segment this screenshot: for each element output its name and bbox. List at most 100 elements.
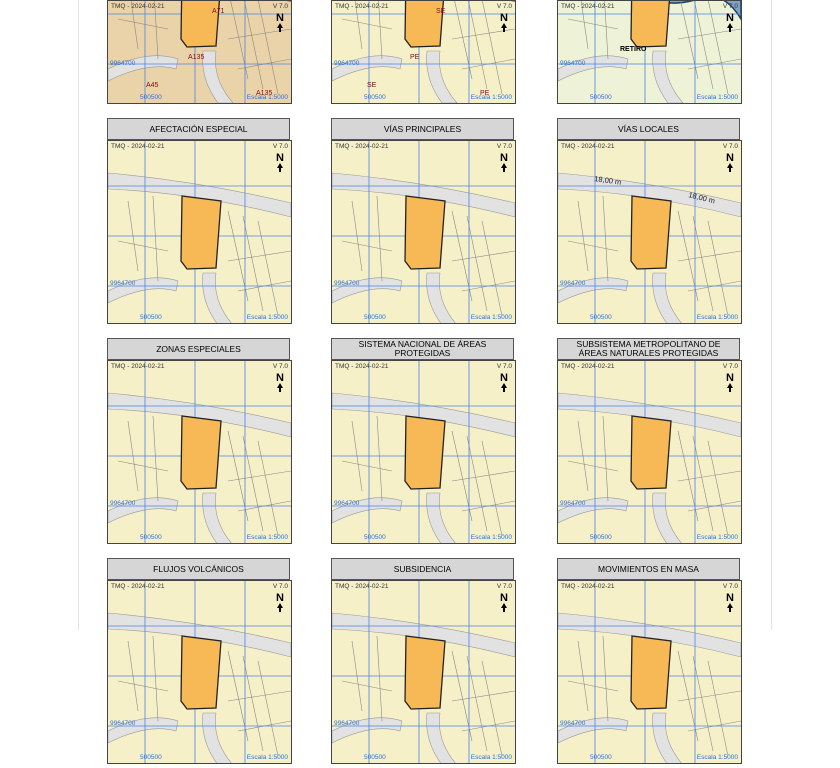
lot-line — [567, 240, 619, 252]
lot-line — [567, 18, 619, 30]
lot-line — [707, 0, 729, 95]
map-frame: 18,00 m 18,00 m TMQ - 2024-02-21 V 7.0 N 9964… — [557, 140, 742, 326]
map-date: TMQ - 2024-02-21 — [335, 143, 389, 150]
lot-line — [481, 0, 503, 95]
scale: Escala 1:5000 — [247, 94, 289, 101]
lot-line — [341, 240, 393, 252]
map: A71 A135 A45 A135 TMQ - 2024-02-21 V 7.0 N 9964… — [107, 0, 292, 104]
easting: 500500 — [364, 754, 386, 761]
lot-line — [376, 415, 383, 502]
parcel — [630, 195, 672, 270]
map-label: RETIRO — [620, 46, 647, 53]
parcel — [404, 635, 446, 710]
scale: Escala 1:5000 — [471, 94, 513, 101]
lot-line — [602, 195, 609, 282]
map-version: V 7.0 — [497, 3, 513, 10]
map-content — [107, 141, 292, 326]
scale: Escala 1:5000 — [697, 94, 739, 101]
northing: 9964700 — [334, 500, 360, 507]
parcel — [180, 195, 222, 270]
map: TMQ - 2024-02-21 V 7.0 N 9964700 500500 Escal… — [331, 141, 516, 326]
map-frame: TMQ - 2024-02-21 V 7.0 N 9964700 500500 Escal… — [557, 360, 742, 546]
lot-line — [602, 415, 609, 502]
panel-title: VÍAS LOCALES — [557, 118, 740, 140]
map-frame: TMQ - 2024-02-21 V 7.0 N 9964700 500500 Escal… — [331, 360, 516, 546]
north-arrow — [501, 383, 507, 392]
lot-line — [257, 0, 279, 95]
map: TMQ - 2024-02-21 V 7.0 N 9964700 500500 Escal… — [557, 581, 742, 766]
panel-title: ZONAS ESPECIALES — [107, 338, 290, 360]
lot-line — [227, 470, 292, 482]
map-content — [331, 361, 516, 546]
map-label: SE — [436, 8, 446, 15]
map-version: V 7.0 — [723, 143, 739, 150]
lot-line — [154, 0, 159, 60]
road — [107, 497, 179, 524]
panel-title: AFECTACIÓN ESPECIAL — [107, 118, 290, 140]
north-arrow — [727, 603, 733, 612]
map-label: A71 — [212, 8, 225, 15]
map: SE PE SE PE TMQ - 2024-02-21 V 7.0 N 9964700 500… — [331, 0, 516, 104]
map-content — [331, 141, 516, 326]
parcel — [630, 635, 672, 710]
lot-line — [117, 240, 169, 252]
scale: Escala 1:5000 — [247, 534, 289, 541]
map-frame: TMQ - 2024-02-21 V 7.0 N 9964700 500500 Escal… — [107, 360, 292, 546]
map-frame: RETIRO TMQ - 2024-02-21 V 7.0 N 9964700 50050… — [557, 0, 742, 104]
panel-title: SUBSIDENCIA — [331, 558, 514, 580]
north-arrow — [727, 383, 733, 392]
north-arrow — [727, 23, 733, 32]
road — [557, 497, 629, 524]
easting: 500500 — [140, 314, 162, 321]
north-arrow — [277, 603, 283, 612]
lot-line — [117, 18, 169, 30]
map: TMQ - 2024-02-21 V 7.0 N 9964700 500500 Escal… — [107, 581, 292, 766]
map-label: A135 — [256, 90, 272, 97]
northing: 9964700 — [334, 720, 360, 727]
easting: 500500 — [140, 94, 162, 101]
map-date: TMQ - 2024-02-21 — [111, 583, 165, 590]
map-label: A45 — [146, 82, 159, 89]
map: RETIRO TMQ - 2024-02-21 V 7.0 N 9964700 50050… — [557, 0, 742, 104]
map-frame: TMQ - 2024-02-21 V 7.0 N 9964700 500500 Escal… — [107, 580, 292, 766]
map-date: TMQ - 2024-02-21 — [561, 583, 615, 590]
lot-line — [117, 460, 169, 472]
lot-line — [466, 215, 488, 312]
easting: 500500 — [590, 94, 612, 101]
page: (() => { const data = JSON.parse(documen… — [78, 0, 772, 766]
map-frame: TMQ - 2024-02-21 V 7.0 N 9964700 500500 Escal… — [331, 140, 516, 326]
map-content: RETIRO — [557, 0, 742, 104]
panel-title: VÍAS PRINCIPALES — [331, 118, 514, 140]
map-version: V 7.0 — [273, 363, 289, 370]
map-date: TMQ - 2024-02-21 — [335, 363, 389, 370]
lot-line — [466, 435, 488, 532]
map-version: V 7.0 — [497, 143, 513, 150]
north-label: N — [276, 372, 284, 384]
scale: Escala 1:5000 — [471, 534, 513, 541]
lot-line — [152, 195, 159, 282]
parcel — [404, 0, 445, 48]
northing: 9964700 — [560, 500, 586, 507]
panel-title: MOVIMIENTOS EN MASA — [557, 558, 740, 580]
panel-title: FLUJOS VOLCÁNICOS — [107, 558, 290, 580]
map-version: V 7.0 — [273, 3, 289, 10]
lot-line — [451, 470, 516, 482]
map: TMQ - 2024-02-21 V 7.0 N 9964700 500500 Escal… — [107, 141, 292, 326]
map-label: PE — [410, 54, 420, 61]
lot-line — [376, 195, 383, 282]
north-arrow — [501, 163, 507, 172]
north-arrow — [501, 603, 507, 612]
lot-line — [467, 0, 488, 90]
north-label: N — [276, 592, 284, 604]
parcel — [630, 0, 671, 48]
map-label: SE — [367, 82, 377, 89]
lot-line — [692, 435, 714, 532]
map-label: A135 — [188, 54, 204, 61]
lot-line — [227, 250, 292, 262]
map-label: PE — [480, 90, 490, 97]
parcel — [630, 415, 672, 490]
lot-line — [257, 220, 279, 317]
parcel — [404, 195, 446, 270]
road — [331, 497, 403, 524]
parcel — [404, 415, 446, 490]
